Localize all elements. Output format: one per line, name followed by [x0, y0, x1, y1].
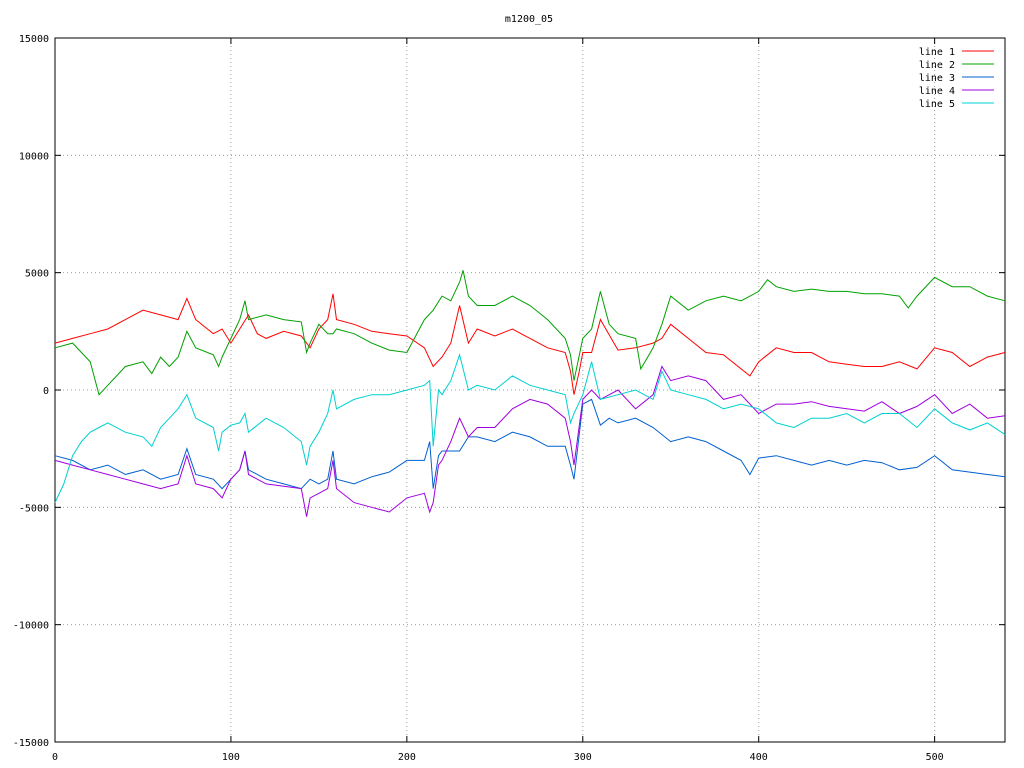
- y-tick-label: 0: [43, 386, 49, 397]
- series-lines: [54, 270, 1006, 517]
- legend-label-5: line 5: [919, 99, 955, 110]
- y-tick-label: -15000: [13, 738, 49, 749]
- x-tick-label: 300: [574, 752, 592, 763]
- series-line-5: [54, 353, 1006, 503]
- legend-label-4: line 4: [919, 86, 955, 97]
- legend: line 1 line 2 line 3 line 4 line 5: [919, 47, 994, 110]
- x-tick-label: 200: [398, 752, 416, 763]
- chart-title: m1200_05: [505, 14, 553, 25]
- x-tick-label: 0: [52, 752, 58, 763]
- y-tick-label: 15000: [19, 34, 49, 45]
- plot-frame: [54, 37, 1006, 743]
- y-tick-label: 5000: [25, 269, 49, 280]
- x-tick-label: 100: [222, 752, 240, 763]
- legend-label-1: line 1: [919, 47, 955, 58]
- y-tick-label: -5000: [19, 503, 49, 514]
- series-line-4: [54, 365, 1006, 517]
- y-tick-label: 10000: [19, 151, 49, 162]
- x-tick-label: 500: [926, 752, 944, 763]
- series-line-3: [54, 398, 1006, 490]
- legend-label-2: line 2: [919, 60, 955, 71]
- y-tick-label: -10000: [13, 621, 49, 632]
- grid: [55, 38, 1005, 742]
- x-tick-label: 400: [750, 752, 768, 763]
- axis-ticks: -15000 -10000 -5000 0 5000 10000 15000 0 100 200 3…: [13, 34, 1005, 763]
- legend-label-3: line 3: [919, 73, 955, 84]
- series-line-2: [54, 270, 1006, 396]
- series-line-1: [54, 293, 1006, 395]
